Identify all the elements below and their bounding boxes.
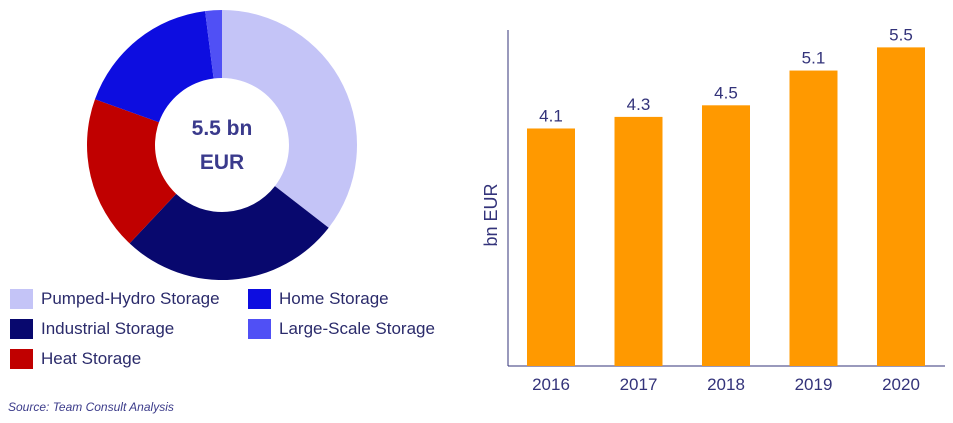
legend-swatch	[248, 289, 271, 309]
legend-item-large-scale-storage: Large-Scale Storage	[248, 317, 435, 341]
donut-center-label-line2: EUR	[200, 151, 244, 174]
source-note: Source: Team Consult Analysis	[8, 400, 174, 414]
legend-item-pumped-hydro: Pumped-Hydro Storage	[10, 287, 220, 311]
legend-swatch	[10, 319, 33, 339]
bar-value-label-2020: 5.5	[889, 25, 913, 44]
donut-slice-large-scale-storage	[205, 10, 222, 79]
x-tick-label-2016: 2016	[532, 375, 570, 394]
legend-item-heat-storage: Heat Storage	[10, 347, 141, 371]
legend-swatch	[10, 349, 33, 369]
y-axis-title: bn EUR	[481, 183, 501, 246]
bar-value-label-2016: 4.1	[539, 106, 563, 125]
legend-label: Heat Storage	[41, 349, 142, 368]
bar-2019	[789, 70, 838, 366]
legend-label: Pumped-Hydro Storage	[41, 289, 220, 308]
donut-legend: Pumped-Hydro Storage Home Storage Indust…	[10, 287, 480, 377]
bar-2016	[527, 128, 575, 366]
x-tick-label-2019: 2019	[795, 375, 833, 394]
bar-2017	[614, 116, 663, 367]
donut-slice-industrial-storage	[129, 186, 329, 280]
legend-swatch	[10, 289, 33, 309]
legend-item-industrial-storage: Industrial Storage	[10, 317, 174, 341]
donut-slice-heat-storage	[86, 99, 177, 244]
bar-value-label-2017: 4.3	[627, 95, 651, 114]
legend-item-home-storage: Home Storage	[248, 287, 389, 311]
legend-label: Home Storage	[279, 289, 389, 308]
bar-value-label-2019: 5.1	[802, 49, 826, 68]
bar-2020	[877, 47, 925, 367]
x-tick-label-2017: 2017	[620, 375, 658, 394]
legend-label: Large-Scale Storage	[279, 319, 435, 338]
donut-center-label-line1: 5.5 bn	[192, 117, 253, 140]
bar-value-label-2018: 4.5	[714, 83, 738, 102]
legend-label: Industrial Storage	[41, 319, 175, 338]
bar-2018	[702, 105, 750, 366]
legend-swatch	[248, 319, 271, 339]
x-tick-label-2018: 2018	[707, 375, 745, 394]
x-tick-label-2020: 2020	[882, 375, 920, 394]
donut-slice-pumped-hydro-storage	[222, 10, 357, 228]
donut-slice-home-storage	[94, 11, 214, 123]
